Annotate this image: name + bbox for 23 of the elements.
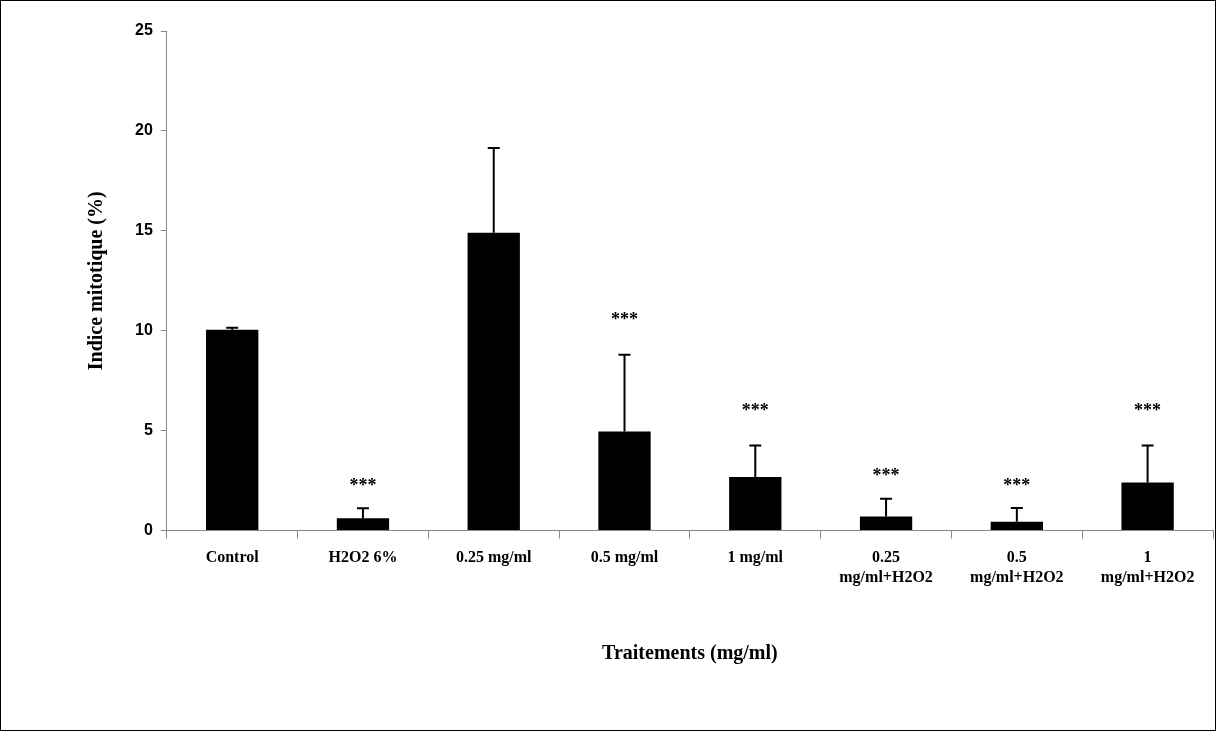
y-tick-label: 25 (135, 21, 153, 39)
x-tick-label: 0.5 mg/ml+H2O2 (970, 548, 1064, 586)
x-tick-label: H2O2 6% (328, 548, 398, 566)
x-tick-label: 0.25 mg/ml (455, 548, 533, 567)
annotation: *** (741, 400, 769, 421)
annotation: *** (1134, 400, 1162, 421)
x-tick-label: 0.5 mg/ml (590, 548, 659, 567)
y-tick-label: 20 (135, 121, 153, 139)
y-axis-title: Indice mitotique (%) (84, 191, 108, 371)
y-tick-label: 15 (135, 221, 153, 239)
annotation: *** (1003, 474, 1031, 495)
x-tick-label: 1 mg/ml (727, 548, 784, 567)
x-axis-title: Traitements (mg/ml) (602, 641, 778, 665)
y-tick-label: 5 (143, 421, 153, 439)
y-tick-label: 0 (143, 521, 153, 539)
y-tick-label: 10 (135, 321, 153, 339)
annotation: *** (349, 474, 377, 495)
bar (206, 329, 259, 531)
x-tick-label: Control (205, 548, 260, 566)
x-tick-label: 0.25 mg/ml+H2O2 (839, 548, 933, 586)
x-tick-label: 1 mg/ml+H2O2 (1100, 548, 1195, 586)
annotation: *** (872, 465, 900, 486)
annotation: *** (611, 309, 639, 330)
